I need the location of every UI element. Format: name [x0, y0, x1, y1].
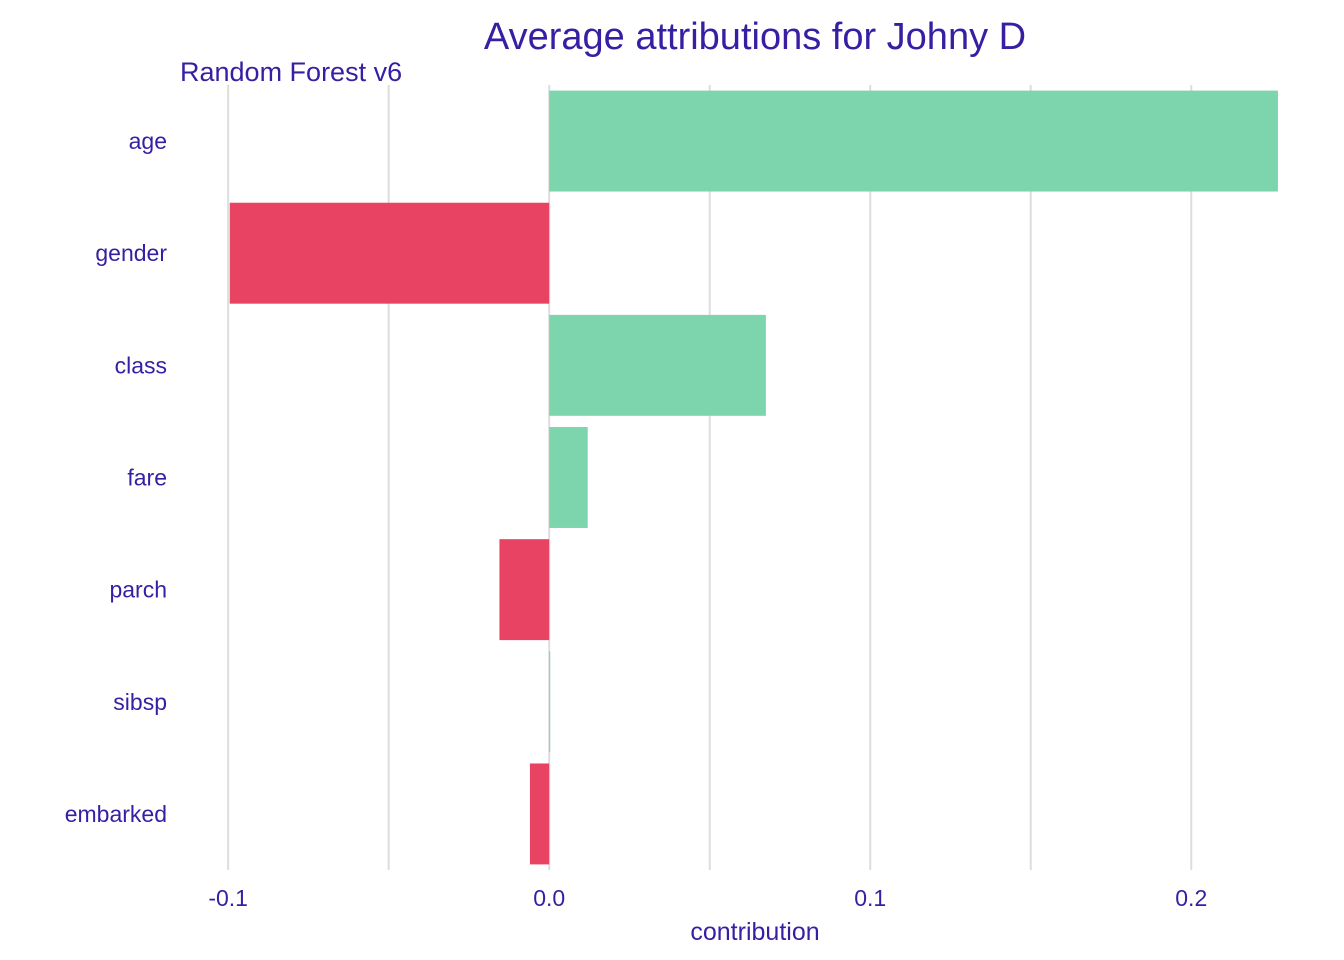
bars — [229, 90, 1278, 865]
y-axis-labels: age gender class fare parch sibsp embarked — [65, 128, 168, 827]
bar-fare — [549, 427, 588, 528]
bar-parch — [499, 539, 550, 641]
bar-embarked — [529, 763, 550, 865]
y-tick-label-class: class — [115, 352, 167, 378]
y-tick-label-age: age — [129, 128, 167, 154]
bar-age — [549, 90, 1278, 192]
x-tick-label: 0.1 — [854, 885, 886, 911]
y-tick-label-embarked: embarked — [65, 801, 167, 827]
chart-title: Average attributions for Johny D — [484, 16, 1026, 58]
y-tick-label-fare: fare — [127, 465, 167, 491]
bar-sibsp — [549, 651, 551, 753]
y-tick-label-gender: gender — [95, 240, 167, 266]
y-tick-label-parch: parch — [109, 577, 167, 603]
x-tick-label: 0.2 — [1175, 885, 1207, 911]
x-axis-title: contribution — [690, 918, 819, 946]
bar-class — [549, 314, 766, 416]
x-tick-label: 0.0 — [533, 885, 565, 911]
y-tick-label-sibsp: sibsp — [113, 689, 167, 715]
bar-gender — [229, 202, 550, 304]
x-tick-label: -0.1 — [208, 885, 248, 911]
x-axis-ticks: -0.1 0.0 0.1 0.2 — [208, 885, 1207, 911]
chart-subtitle: Random Forest v6 — [180, 57, 402, 87]
